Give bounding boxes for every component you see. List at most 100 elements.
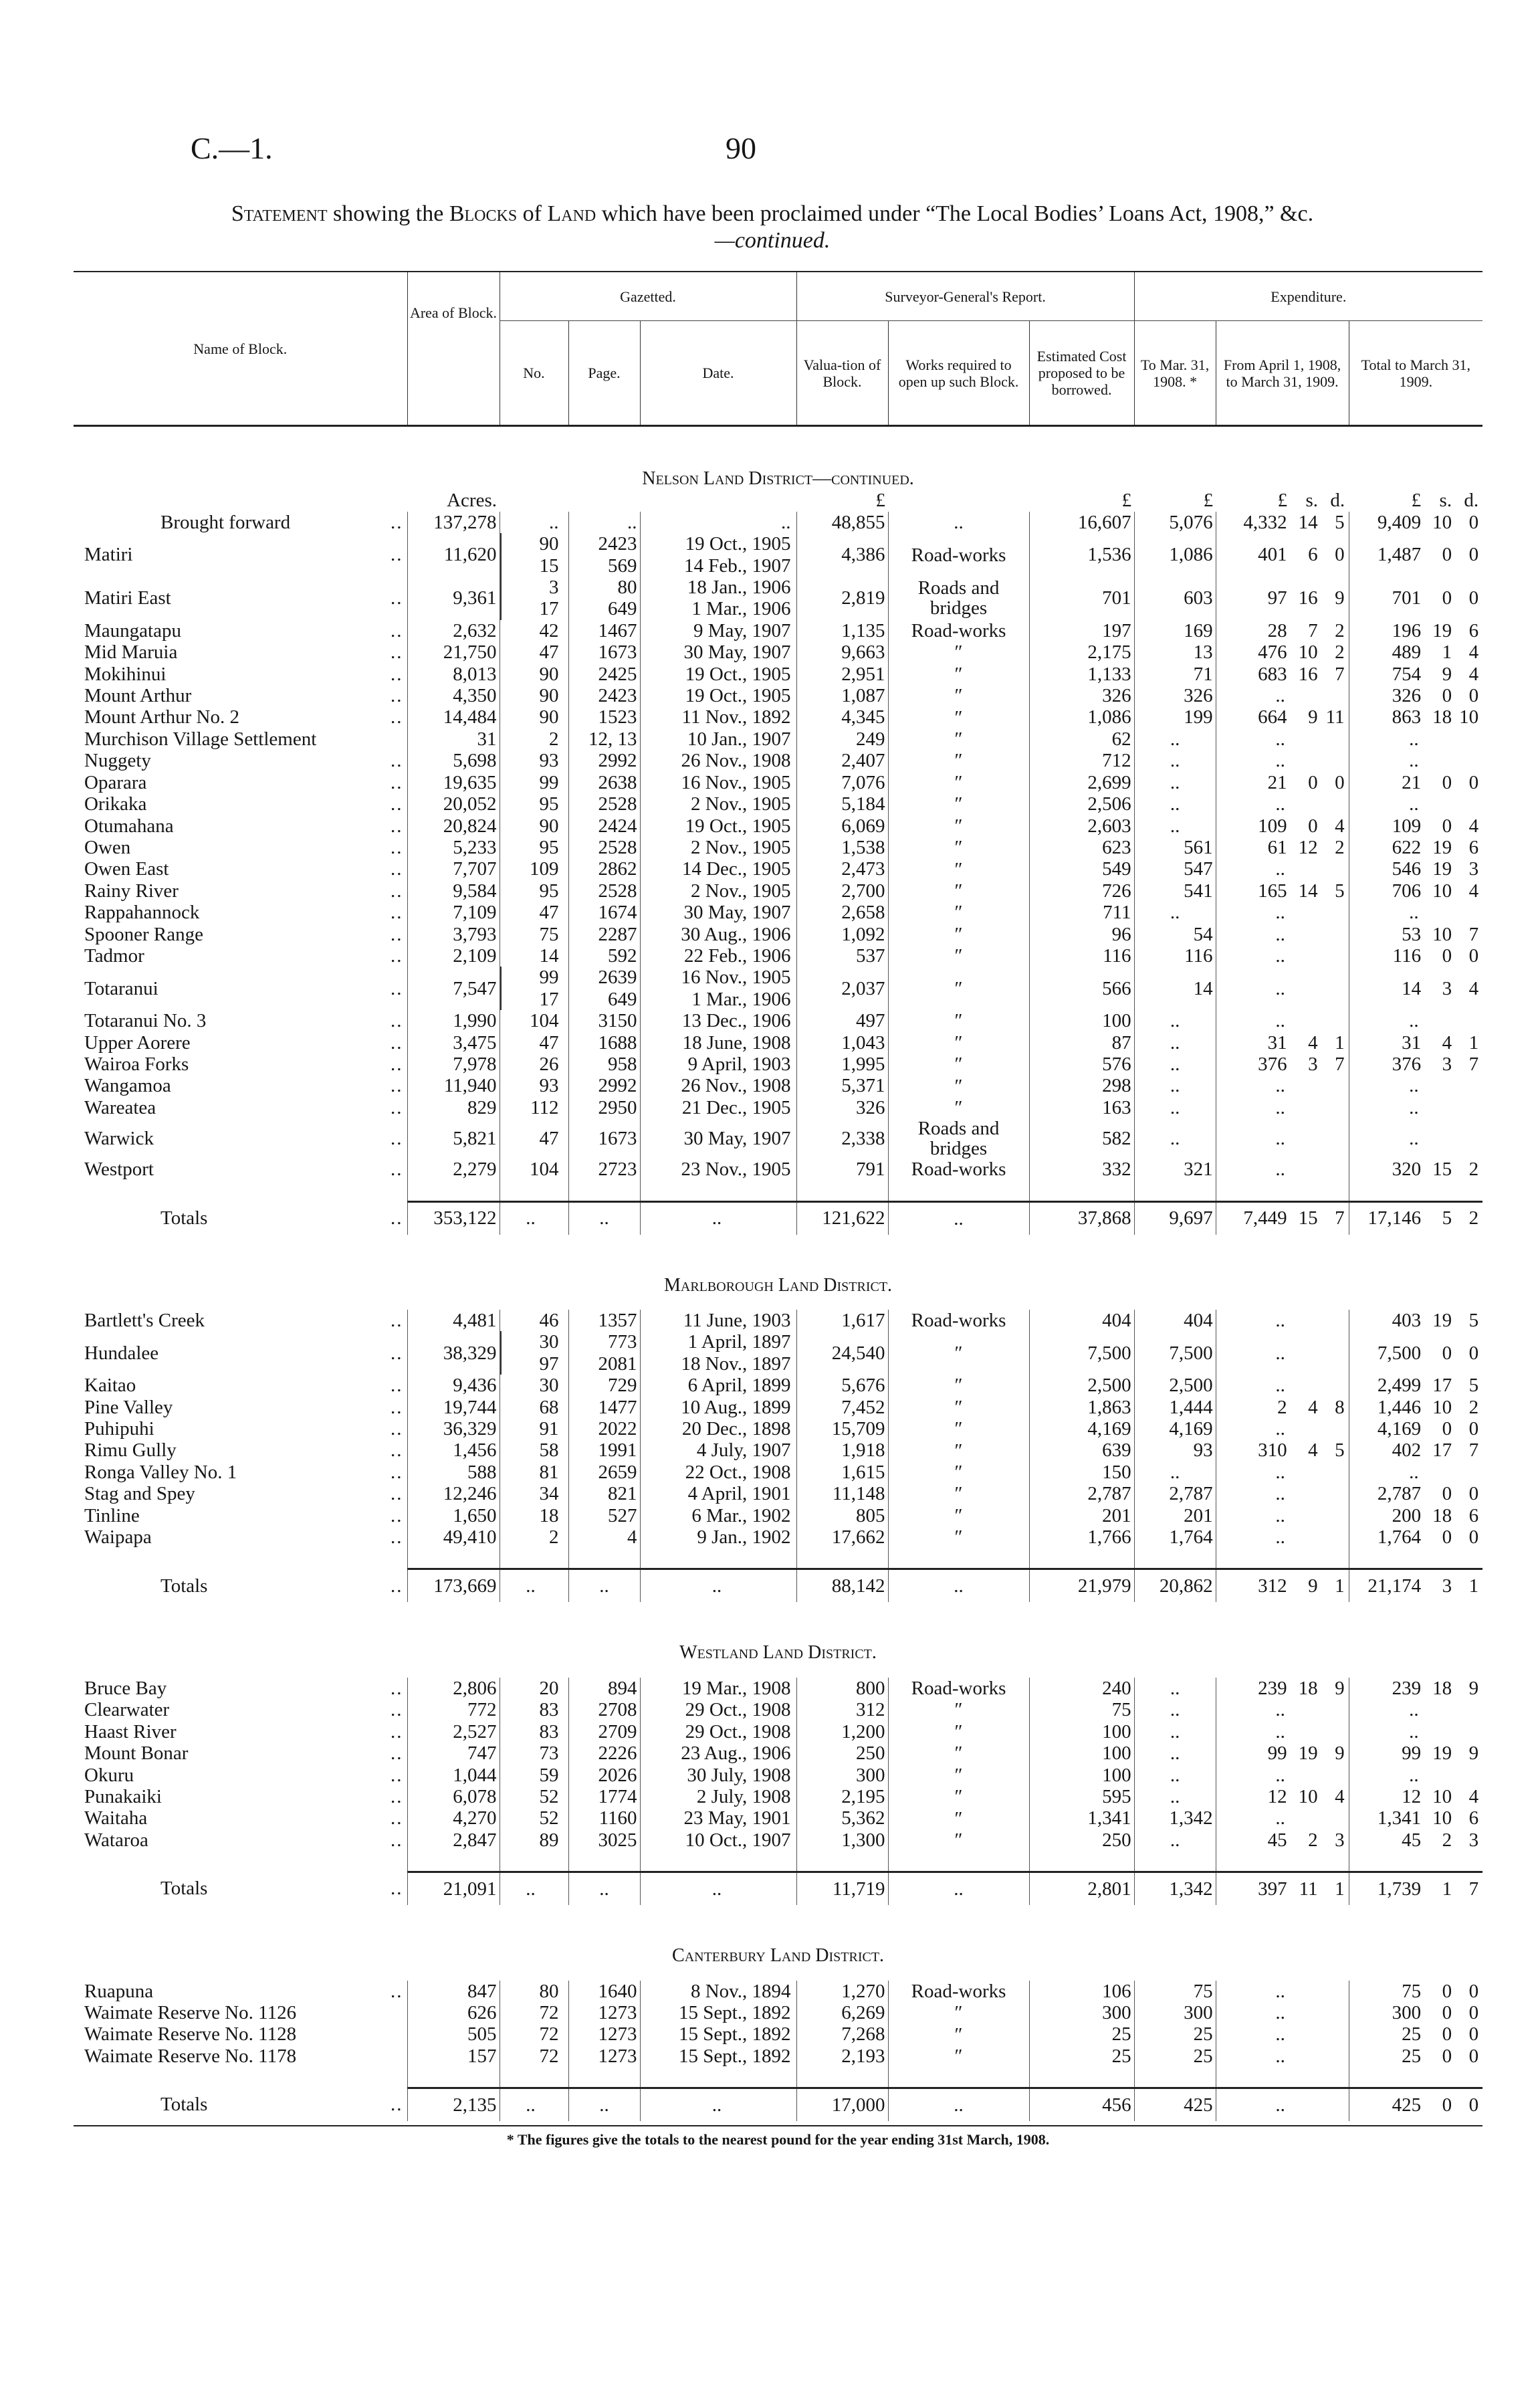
gazette-date: 15 Sept., 1892 [678, 2023, 791, 2046]
gazette-page: 2287 [598, 923, 637, 945]
total-1909-pence: 0 [1468, 1980, 1479, 2002]
date-cell: 19 Oct., 1905 [639, 663, 797, 686]
gazette-date: 23 May, 1901 [683, 1807, 791, 1829]
total-1909-pounds: 25 [1402, 2023, 1422, 2046]
block-name: Mount Bonar [84, 1742, 189, 1765]
est-cell: 197 [1028, 619, 1135, 642]
gazette-page: 1673 [598, 641, 637, 664]
total-1909-pence: 4 [1468, 641, 1479, 664]
to-cell: 425 [1133, 2088, 1216, 2122]
total-1909-shillings: 15 [1432, 1159, 1452, 1181]
total-1909-shillings: 0 [1442, 815, 1452, 837]
totals-label: Totals [160, 2094, 208, 2116]
area-cell: 157 [407, 2045, 500, 2068]
district-title-row: Nelson Land District—continued. [74, 426, 1482, 490]
header-works: Works required to open up such Block. [887, 320, 1030, 426]
gazette-page: 1991 [598, 1439, 637, 1462]
name-cell: Brought forward [74, 511, 407, 534]
gazette-page: 1477 [598, 1396, 637, 1418]
totals-total-1909: 425 0 0 [1349, 2094, 1479, 2116]
no-cell: .. [499, 2088, 568, 2122]
from-1908: .. [1275, 1807, 1285, 1829]
total-1909: 320 15 2 [1349, 1159, 1479, 1180]
table-row: Oparara 19,635 99 2638 16 Nov., 19057,076″2,… [74, 771, 1483, 794]
date-cell: 29 Oct., 1908 [639, 1720, 797, 1743]
from-cell: .. [1215, 1331, 1349, 1375]
total-1909-pence: 7 [1468, 923, 1479, 945]
total-cell: 546 19 3 [1348, 858, 1483, 880]
no-cell: 90 [499, 706, 568, 728]
total-1909-pounds: 99 [1402, 1742, 1422, 1765]
block-name: Matiri East [84, 587, 171, 609]
works-cell: ″ [887, 771, 1030, 794]
area-cell: 11,620 [407, 533, 500, 577]
from-cell: .. [1215, 2023, 1349, 2046]
total-cell: .. [1348, 1075, 1483, 1097]
total-1909-pounds: 403 [1392, 1310, 1422, 1331]
name-cell: Nuggety [74, 750, 407, 772]
from-1908: .. [1275, 1310, 1285, 1331]
gazette-date: 4 April, 1901 [687, 1483, 791, 1505]
name-cell: Rimu Gully [74, 1439, 407, 1462]
block-name: Nuggety [84, 750, 151, 772]
no-cell: 81 [499, 1461, 568, 1484]
to-cell: 116 [1133, 944, 1216, 967]
title-continued: —continued. [714, 228, 831, 253]
total-1909: 863 18 10 [1349, 706, 1479, 728]
total-1909: 31 4 1 [1349, 1032, 1478, 1054]
val-cell: 2,407 [796, 750, 889, 772]
name-cell: Bartlett's Creek [74, 1310, 407, 1332]
gazette-page: 3025 [598, 1829, 637, 1851]
from-cell: 99 19 9 [1215, 1742, 1349, 1765]
total-1909-shillings: 0 [1442, 1342, 1452, 1364]
block-name: Brought forward [160, 511, 291, 533]
from-1908: .. [1275, 685, 1285, 707]
date-cell: 1 April, 1897 18 Nov., 1897 [639, 1331, 797, 1375]
from-1908: 683 16 7 [1216, 664, 1345, 685]
total-1909: 300 0 0 [1349, 2002, 1479, 2023]
gazette-date: 22 Feb., 1906 [684, 944, 791, 967]
page-cell: 1673 [568, 1118, 640, 1159]
no-cell: 95 [499, 880, 568, 902]
name-cell: Waitaha [74, 1807, 407, 1829]
val-cell: 805 [796, 1504, 889, 1527]
total-1909-shillings: 19 [1432, 858, 1452, 880]
gazette-no: 90 [539, 685, 559, 707]
gazette-no: 90 [539, 533, 559, 555]
table-row: Murchison Village Settlement 31 2 12, 13 10 … [74, 728, 1483, 751]
from-1908-pence: 2 [1335, 619, 1345, 641]
rule-cell [1215, 1548, 1349, 1571]
date-cell: 30 Aug., 1906 [639, 923, 797, 945]
no-cell: 73 [499, 1742, 568, 1765]
header-report: Surveyor-General's Report. [796, 272, 1135, 321]
gazette-page: 2528 [598, 880, 637, 902]
gazette-no: 47 [539, 1127, 559, 1149]
table-wrapper: Name of Block. Area of Block. Gazetted. … [74, 271, 1483, 2149]
total-cell: 402 17 7 [1348, 1439, 1483, 1462]
no-cell: 47 [499, 641, 568, 664]
gazette-date: 23 Aug., 1906 [681, 1742, 791, 1765]
total-cell: 196 19 6 [1348, 619, 1483, 642]
from-1908: .. [1275, 1699, 1285, 1721]
val-cell: 5,371 [796, 1075, 889, 1097]
total-1909-pence: 4 [1468, 815, 1479, 837]
total-cell: 75 0 0 [1348, 1980, 1483, 2002]
block-name: Mid Maruia [84, 641, 178, 664]
date-cell: 2 July, 1908 [639, 1785, 797, 1808]
est-cell: 1,341 [1028, 1807, 1135, 1829]
to-cell: 2,787 [1133, 1483, 1216, 1505]
rule-cell [568, 1180, 640, 1203]
no-cell: 47 [499, 902, 568, 924]
table-row: Wangamoa 11,940 93 2992 26 Nov., 19085,371″2… [74, 1075, 1483, 1097]
name-cell: Waimate Reserve No. 1126 [74, 2002, 407, 2023]
name-cell: Clearwater [74, 1699, 407, 1721]
total-cell: 4,169 0 0 [1348, 1418, 1483, 1440]
est-cell: 1,766 [1028, 1526, 1135, 1549]
from-1908-pence: 2 [1335, 836, 1345, 858]
gazette-date: 2 Nov., 1905 [690, 880, 791, 902]
total-1909: .. [1409, 1699, 1419, 1721]
works-cell: ″ [887, 902, 1030, 924]
